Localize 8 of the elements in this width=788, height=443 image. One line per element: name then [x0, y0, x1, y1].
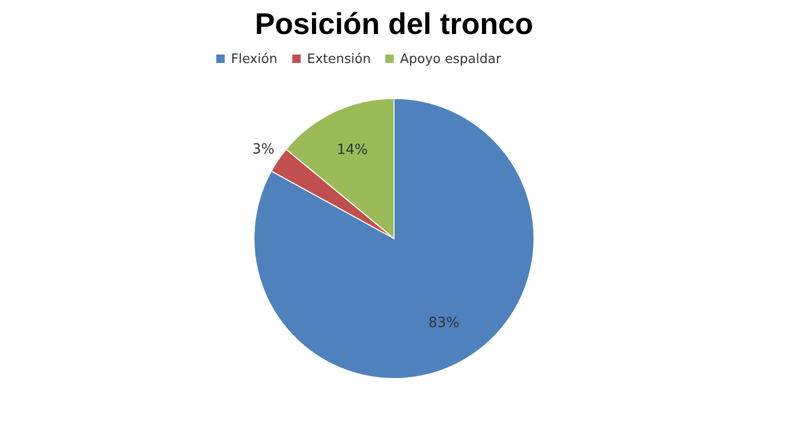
- data-label: 83%: [428, 314, 460, 331]
- data-label: 14%: [336, 142, 368, 158]
- pie-slice: [254, 98, 534, 379]
- legend-label: Extensión: [307, 52, 371, 67]
- legend-label: Flexión: [231, 52, 278, 67]
- chart-title: Posición del tronco: [254, 8, 534, 41]
- data-label: 3%: [252, 142, 274, 158]
- legend-label: Apoyo espaldar: [400, 52, 502, 67]
